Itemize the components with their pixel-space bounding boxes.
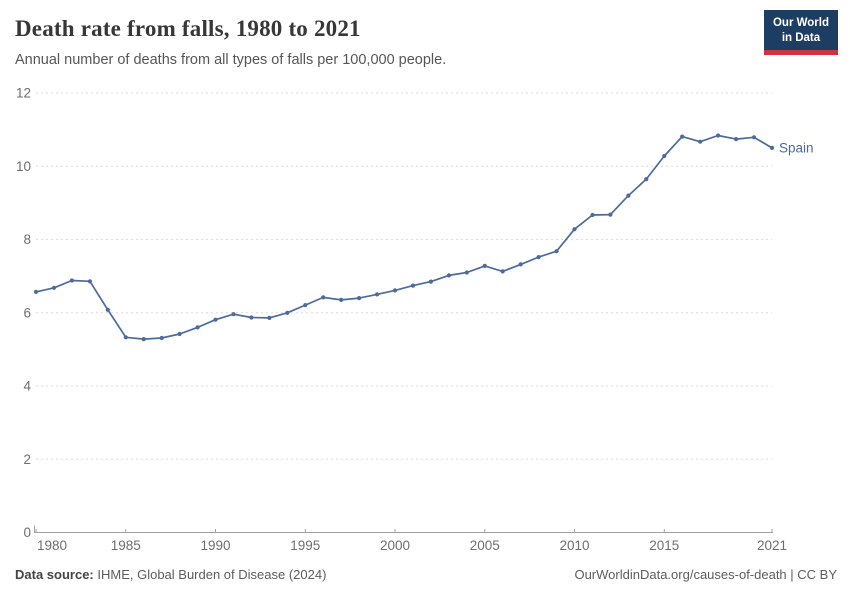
data-point[interactable] <box>572 227 577 232</box>
credit-link[interactable]: OurWorldinData.org/causes-of-death | CC … <box>574 567 837 582</box>
data-point[interactable] <box>357 296 362 301</box>
series-line-spain[interactable] <box>35 134 773 340</box>
chart-subtitle: Annual number of deaths from all types o… <box>15 52 447 68</box>
x-tick-label: 2000 <box>380 538 410 553</box>
data-point[interactable] <box>716 133 721 138</box>
data-point[interactable] <box>446 273 451 278</box>
data-point[interactable] <box>554 249 559 254</box>
data-point[interactable] <box>51 285 57 290</box>
data-point[interactable] <box>698 139 703 144</box>
data-point[interactable] <box>231 312 236 317</box>
data-source-note: Data source: IHME, Global Burden of Dise… <box>15 567 326 582</box>
y-tick-label: 2 <box>23 452 31 467</box>
data-point[interactable] <box>123 335 128 340</box>
data-point[interactable] <box>141 337 146 342</box>
data-point[interactable] <box>769 145 775 150</box>
y-tick-label: 12 <box>16 86 31 101</box>
data-point[interactable] <box>680 134 685 139</box>
data-point[interactable] <box>87 279 92 284</box>
data-point[interactable] <box>249 315 254 320</box>
y-tick-label: 8 <box>23 232 31 247</box>
y-tick-label: 0 <box>23 525 31 540</box>
data-point[interactable] <box>105 307 110 312</box>
x-tick-label: 1995 <box>290 538 320 553</box>
data-point[interactable] <box>69 278 74 283</box>
x-tick-label: 2021 <box>757 538 787 553</box>
data-point[interactable] <box>590 212 595 218</box>
data-point[interactable] <box>285 310 290 315</box>
data-point[interactable] <box>33 289 39 294</box>
data-point[interactable] <box>464 270 469 275</box>
x-tick-label: 1980 <box>37 538 67 553</box>
y-tick-label: 6 <box>23 305 31 320</box>
series-end-label[interactable]: Spain <box>779 140 814 155</box>
data-source-text: IHME, Global Burden of Disease (2024) <box>93 567 327 582</box>
data-point[interactable] <box>482 263 487 268</box>
data-point[interactable] <box>734 137 739 142</box>
data-point[interactable] <box>177 331 182 337</box>
x-tick-label: 2010 <box>560 538 590 553</box>
page-title: Death rate from falls, 1980 to 2021 <box>15 16 361 41</box>
data-point[interactable] <box>644 177 649 182</box>
owid-logo-line2: in Data <box>781 31 821 44</box>
y-tick-label: 10 <box>16 159 31 174</box>
data-point[interactable] <box>375 292 380 297</box>
data-point[interactable] <box>500 269 505 274</box>
data-point[interactable] <box>213 317 218 322</box>
data-point[interactable] <box>662 153 667 159</box>
owid-logo[interactable]: Our World in Data <box>763 10 838 55</box>
data-source-label: Data source: <box>15 567 94 582</box>
data-point[interactable] <box>410 283 416 288</box>
data-point[interactable] <box>428 279 433 284</box>
data-point[interactable] <box>321 295 326 300</box>
data-point[interactable] <box>267 315 272 320</box>
data-point[interactable] <box>195 325 200 330</box>
x-tick-label: 1990 <box>200 538 230 553</box>
data-point[interactable] <box>518 262 523 267</box>
data-point[interactable] <box>392 288 398 293</box>
x-tick-label: 1985 <box>111 538 141 553</box>
data-point[interactable] <box>303 303 308 308</box>
x-tick-label: 2005 <box>470 538 500 553</box>
y-tick-label: 4 <box>23 379 31 394</box>
data-point[interactable] <box>608 212 613 217</box>
data-point[interactable] <box>626 193 631 198</box>
x-tick-label: 2015 <box>649 538 679 553</box>
data-point[interactable] <box>339 297 344 302</box>
chart-footer: Data source: IHME, Global Burden of Dise… <box>15 567 837 582</box>
data-point[interactable] <box>536 255 541 260</box>
owid-logo-line1: Our World <box>772 17 829 29</box>
data-point[interactable] <box>159 335 164 341</box>
data-point[interactable] <box>751 135 757 140</box>
